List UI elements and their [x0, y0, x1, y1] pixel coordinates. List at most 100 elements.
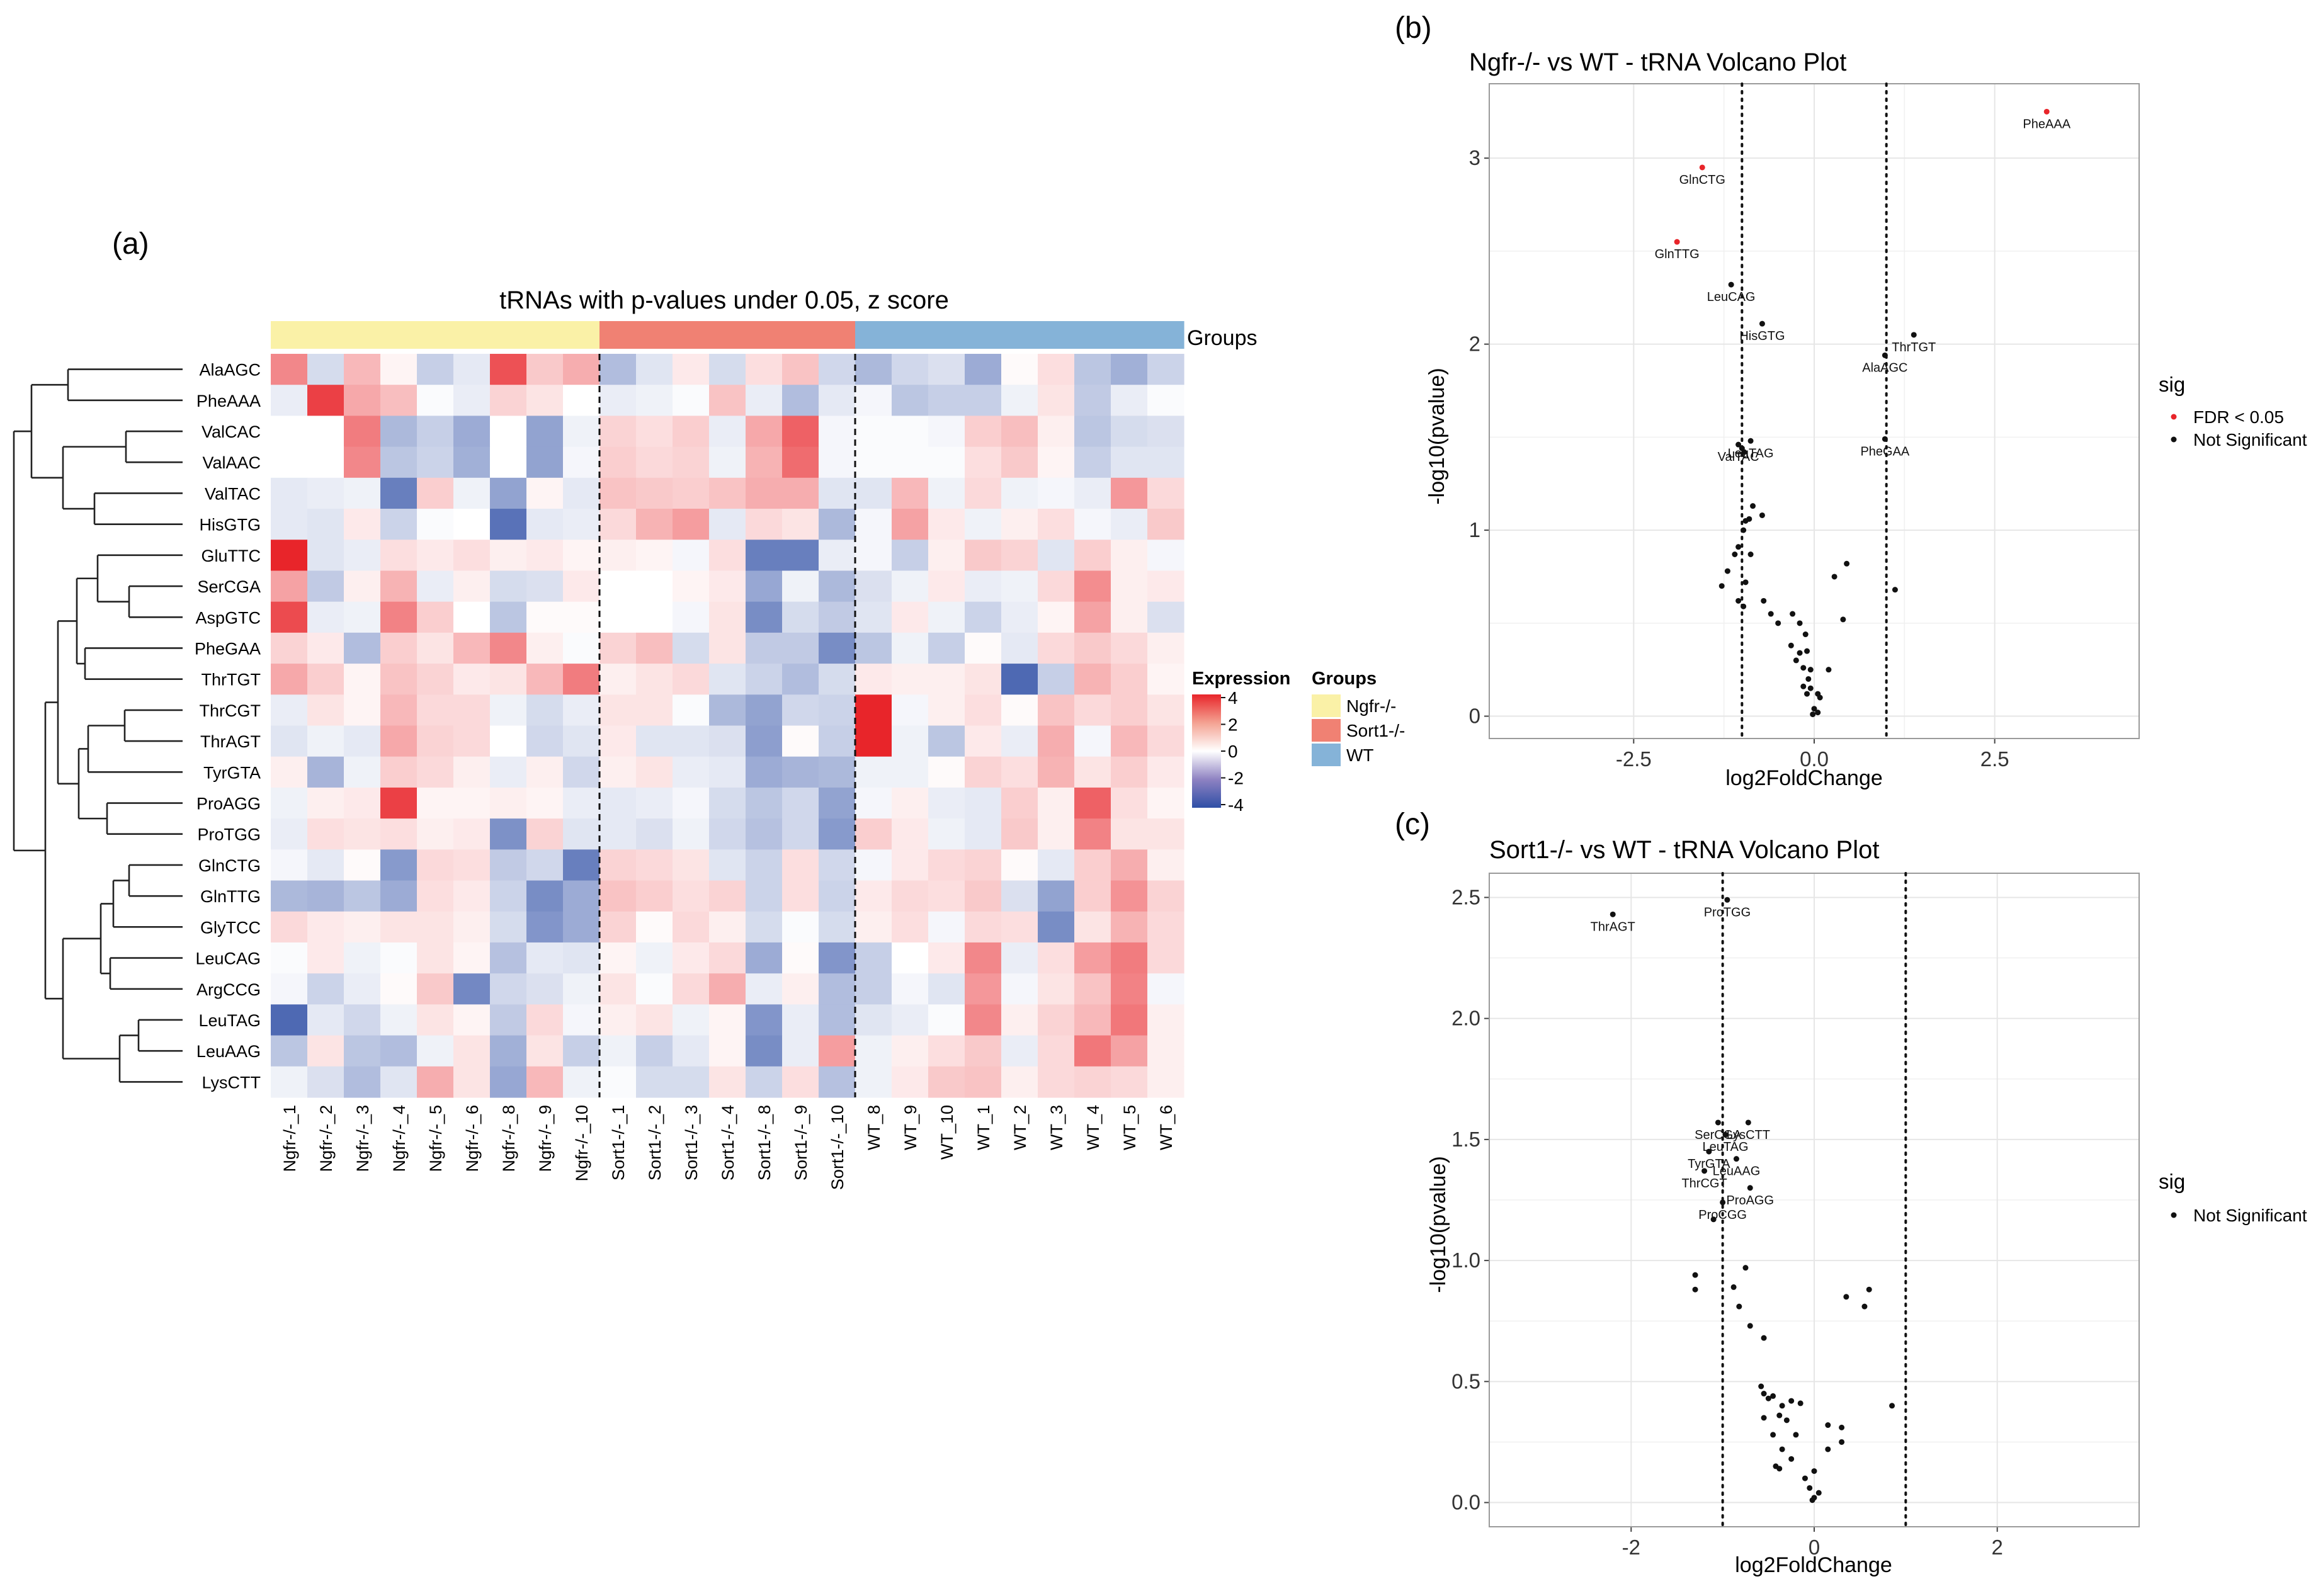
heatmap-row-labels: AlaAGC PheAAA ValCAC ValAAC ValTAC HisGTG GluT… — [195, 361, 261, 1092]
heatmap-cell — [453, 880, 491, 912]
heatmap-row-label: ValTAC — [205, 484, 261, 503]
heatmap-cell — [746, 942, 783, 974]
heatmap-cell — [928, 385, 965, 417]
groups-legend-swatch — [1312, 719, 1341, 742]
legend-key-dot — [2171, 414, 2177, 420]
data-point — [1793, 1432, 1799, 1438]
heatmap-cell — [453, 973, 491, 1005]
heatmap-cell — [526, 1066, 564, 1098]
heatmap-column-label: Sort1-/-_3 — [682, 1105, 701, 1180]
heatmap-cell — [380, 725, 417, 757]
data-point — [1825, 1422, 1831, 1429]
heatmap-cell — [380, 787, 417, 819]
heatmap-cell — [892, 725, 929, 757]
legend-key-dot — [2171, 436, 2177, 443]
heatmap-cell — [1038, 942, 1075, 974]
heatmap-cell — [636, 1035, 673, 1067]
heatmap-cell — [1074, 477, 1111, 509]
heatmap-cell — [892, 911, 929, 943]
heatmap-cell — [709, 601, 746, 633]
y-tick-label: 0.5 — [1451, 1369, 1480, 1393]
heatmap-cell — [965, 787, 1002, 819]
heatmap-cell — [1111, 509, 1148, 540]
heatmap-cell — [782, 1066, 819, 1098]
data-point — [1735, 597, 1742, 604]
heatmap-cell — [417, 880, 454, 912]
data-point-labeled — [2043, 108, 2050, 115]
heatmap-cell — [599, 385, 637, 417]
heatmap-annotation-label: Groups — [1187, 326, 1258, 350]
heatmap-cell — [819, 694, 856, 727]
heatmap-cell — [271, 880, 308, 912]
heatmap-cell — [673, 694, 710, 727]
heatmap-column-label: WT_1 — [974, 1105, 993, 1150]
heatmap-cell — [636, 540, 673, 572]
heatmap-cell — [1147, 911, 1184, 943]
heatmap-cell — [1001, 1066, 1038, 1098]
heatmap-cell — [271, 1004, 308, 1036]
data-point — [1761, 597, 1767, 604]
heatmap-cell — [709, 664, 746, 695]
heatmap-cell — [819, 1066, 856, 1098]
heatmap-cell — [1001, 694, 1038, 727]
x-tick-label: 2 — [1992, 1536, 2003, 1559]
heatmap-cell — [892, 1066, 929, 1098]
y-tick-label: 3 — [1469, 146, 1480, 169]
heatmap-cell — [344, 477, 381, 509]
heatmap-cell — [1074, 664, 1111, 695]
heatmap-cell — [782, 446, 819, 478]
heatmap-cell — [928, 694, 965, 727]
heatmap-cell — [453, 818, 491, 850]
volcano-b-ylabel: -log10(pvalue) — [1425, 368, 1449, 504]
heatmap-cell — [1038, 725, 1075, 757]
data-point-labeled — [1674, 239, 1680, 245]
heatmap-cell — [855, 1066, 892, 1098]
heatmap-cell — [417, 942, 454, 974]
heatmap-cell — [1074, 570, 1111, 603]
heatmap-row-label: PheGAA — [195, 639, 261, 658]
group-annotation-cell — [928, 321, 965, 349]
heatmap-cell — [965, 1004, 1002, 1036]
heatmap-cell — [673, 446, 710, 478]
heatmap-cell — [928, 942, 965, 974]
heatmap-row-label: AlaAGC — [199, 361, 261, 380]
heatmap-cell — [892, 880, 929, 912]
groups-legend-swatch — [1312, 744, 1341, 766]
heatmap-cell — [417, 385, 454, 417]
heatmap-cell — [271, 385, 308, 417]
volcano-b-xlabel: log2FoldChange — [1725, 766, 1883, 790]
heatmap-cell — [965, 446, 1002, 478]
heatmap-cell — [746, 694, 783, 727]
heatmap-row-label: ProAGG — [196, 795, 261, 813]
heatmap-cell — [819, 1004, 856, 1036]
heatmap-row-label: GlnCTG — [198, 856, 261, 875]
heatmap-cell — [673, 1035, 710, 1067]
heatmap-cell — [453, 477, 491, 509]
heatmap-cell — [1111, 942, 1148, 974]
data-point — [1741, 603, 1747, 609]
heatmap-cell — [599, 787, 637, 819]
heatmap-cell — [490, 787, 527, 819]
volcano-b-title: Ngfr-/- vs WT - tRNA Volcano Plot — [1469, 48, 1846, 76]
heatmap-cell — [746, 632, 783, 664]
heatmap-cell — [636, 694, 673, 727]
heatmap-cell — [673, 385, 710, 417]
heatmap-cell — [673, 354, 710, 385]
x-tick-label: 2.5 — [1980, 747, 2009, 771]
heatmap-cell — [271, 756, 308, 788]
group-annotation-cell — [307, 321, 344, 349]
heatmap-cell — [782, 477, 819, 509]
heatmap-cell — [1038, 880, 1075, 912]
heatmap-cell — [709, 756, 746, 788]
heatmap-cell — [746, 1066, 783, 1098]
point-label: PheGAA — [1860, 444, 1909, 458]
heatmap-cell — [1111, 818, 1148, 850]
heatmap-cell — [673, 787, 710, 819]
x-tick-label: 0.0 — [1800, 747, 1829, 771]
data-point — [1797, 620, 1803, 626]
heatmap-cell — [819, 601, 856, 633]
heatmap-cell — [307, 416, 344, 448]
heatmap-cell — [819, 973, 856, 1005]
heatmap-cell — [1111, 570, 1148, 603]
heatmap-legend: Expression 4 2 0 -2 -4 Groups Ngfr-/- Sort1-/… — [1192, 669, 1405, 815]
